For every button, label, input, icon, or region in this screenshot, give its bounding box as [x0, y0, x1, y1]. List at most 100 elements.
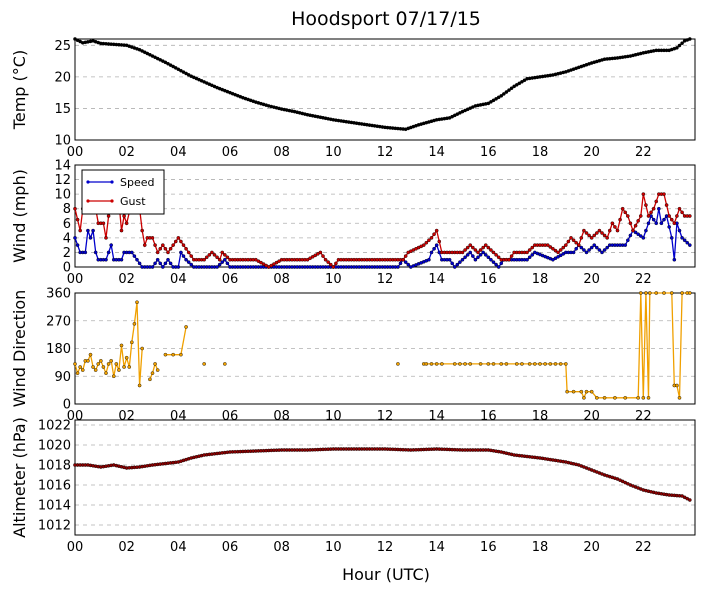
data-point	[662, 217, 666, 222]
y-tick-label: 1014	[38, 499, 71, 514]
data-point	[398, 261, 403, 266]
data-point	[140, 228, 144, 233]
data-point	[135, 257, 139, 262]
data-point	[499, 362, 504, 366]
data-point	[163, 261, 168, 266]
data-point	[522, 78, 527, 83]
data-point	[155, 257, 160, 262]
data-point	[613, 225, 617, 229]
data-point	[589, 389, 594, 394]
data-point	[148, 377, 152, 382]
data-point	[525, 250, 529, 255]
data-point	[651, 217, 656, 222]
data-point	[447, 257, 452, 262]
data-point	[548, 362, 553, 366]
data-point	[429, 362, 434, 366]
data-point	[396, 362, 400, 366]
data-point	[680, 291, 684, 295]
data-point	[595, 231, 599, 235]
data-point	[527, 255, 532, 260]
data-point	[130, 250, 134, 255]
data-point	[641, 396, 646, 400]
series-line	[74, 292, 690, 400]
data-point	[220, 260, 225, 264]
data-point	[675, 383, 679, 388]
data-point	[220, 250, 225, 255]
series-line	[75, 448, 691, 501]
data-point	[93, 368, 98, 372]
data-point	[597, 248, 602, 252]
data-point	[520, 362, 524, 366]
data-point	[140, 346, 144, 351]
data-point	[163, 352, 168, 357]
data-point	[78, 365, 82, 369]
data-point	[223, 253, 227, 257]
data-point	[223, 257, 227, 262]
data-point	[181, 243, 186, 247]
legend-box	[81, 169, 165, 215]
data-point	[166, 257, 170, 262]
data-point	[610, 221, 615, 226]
data-point	[104, 236, 108, 240]
data-point	[171, 243, 175, 247]
data-point	[638, 291, 643, 295]
y-axis-label: Altimeter (hPa)	[10, 417, 29, 538]
data-point	[434, 228, 439, 233]
data-point	[88, 352, 93, 357]
data-point	[429, 236, 434, 240]
data-point	[556, 250, 560, 255]
data-point	[434, 362, 439, 366]
data-point	[437, 239, 442, 244]
series-speed	[73, 206, 692, 269]
y-tick-label: 14	[54, 159, 71, 174]
data-point	[135, 300, 139, 305]
data-point	[533, 362, 537, 366]
data-point	[677, 43, 682, 48]
data-point	[595, 245, 599, 250]
data-point	[688, 37, 692, 41]
data-point	[153, 362, 157, 366]
data-point	[491, 260, 496, 264]
data-point	[672, 257, 677, 262]
data-point	[566, 239, 571, 244]
y-tick-label: 1022	[38, 419, 71, 434]
data-point	[512, 84, 516, 89]
data-point	[153, 261, 157, 266]
data-point	[491, 362, 496, 366]
y-tick-label: 12	[54, 173, 71, 188]
data-point	[605, 245, 609, 250]
data-point	[667, 214, 671, 218]
series-altimeter	[73, 447, 692, 502]
data-point	[584, 389, 589, 394]
data-point	[659, 221, 664, 226]
data-point	[463, 362, 467, 366]
data-point	[184, 246, 188, 251]
y-tick-label: 2	[63, 246, 71, 261]
data-point	[403, 254, 408, 258]
x-tick-label: 14	[428, 272, 445, 287]
data-point	[564, 243, 568, 247]
data-point	[73, 362, 77, 366]
data-point	[486, 255, 491, 260]
data-point	[486, 101, 491, 106]
data-point	[463, 255, 467, 260]
data-point	[592, 243, 597, 247]
data-point	[483, 253, 488, 257]
data-point	[158, 261, 163, 266]
data-point	[644, 291, 648, 295]
data-point	[137, 261, 142, 266]
x-tick-label: 14	[428, 409, 445, 424]
data-point	[331, 265, 336, 269]
x-tick-label: 08	[273, 272, 290, 287]
x-tick-label: 06	[222, 145, 239, 160]
x-tick-label: 22	[635, 540, 652, 555]
data-point	[641, 236, 646, 240]
data-point	[517, 81, 522, 86]
data-point	[204, 255, 209, 260]
data-point	[478, 248, 483, 252]
data-point	[75, 243, 80, 247]
x-tick-label: 20	[583, 540, 600, 555]
data-point	[677, 228, 682, 233]
